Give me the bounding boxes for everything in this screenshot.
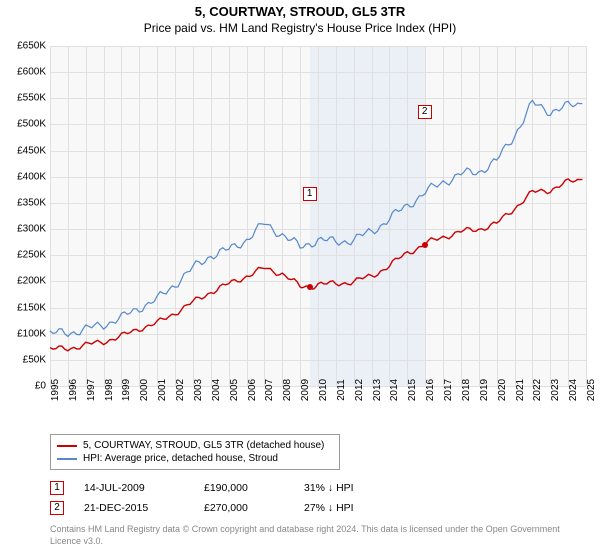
x-tick-label: 2015 — [407, 379, 418, 401]
x-tick-label: 1995 — [50, 379, 61, 401]
y-tick-label: £0 — [2, 381, 46, 392]
x-tick-label: 2005 — [229, 379, 240, 401]
x-tick-label: 2009 — [300, 379, 311, 401]
chart-subtitle: Price paid vs. HM Land Registry's House … — [0, 19, 600, 41]
y-tick-label: £100K — [2, 328, 46, 339]
legend: 5, COURTWAY, STROUD, GL5 3TR (detached h… — [50, 434, 340, 470]
x-tick-label: 2016 — [425, 379, 436, 401]
x-tick-label: 2025 — [586, 379, 597, 401]
x-tick-label: 2017 — [443, 379, 454, 401]
x-tick-label: 2007 — [264, 379, 275, 401]
x-tick-label: 2023 — [550, 379, 561, 401]
x-tick-label: 2014 — [389, 379, 400, 401]
sales-table: 1 14-JUL-2009 £190,000 31% ↓ HPI 2 21-DEC-201… — [50, 478, 586, 518]
attribution-text: Contains HM Land Registry data © Crown c… — [50, 524, 586, 547]
sale-row-marker: 2 — [50, 501, 64, 515]
x-tick-label: 2019 — [479, 379, 490, 401]
sale-marker-label: 1 — [303, 187, 317, 201]
y-tick-label: £650K — [2, 41, 46, 52]
y-tick-label: £600K — [2, 67, 46, 78]
sale-row-diff: 31% ↓ HPI — [304, 482, 394, 494]
y-tick-label: £350K — [2, 197, 46, 208]
legend-swatch — [57, 445, 77, 447]
series-hpi — [50, 100, 582, 336]
x-tick-label: 2011 — [336, 379, 347, 401]
y-tick-label: £450K — [2, 145, 46, 156]
sale-row-price: £270,000 — [204, 502, 284, 514]
y-tick-label: £50K — [2, 354, 46, 365]
x-tick-label: 2004 — [211, 379, 222, 401]
y-tick-label: £250K — [2, 250, 46, 261]
x-tick-label: 2020 — [497, 379, 508, 401]
chart-svg — [50, 46, 586, 386]
y-tick-label: £500K — [2, 119, 46, 130]
x-tick-label: 2021 — [515, 379, 526, 401]
chart-container: 5, COURTWAY, STROUD, GL5 3TR Price paid … — [0, 0, 600, 560]
sale-row-date: 21-DEC-2015 — [84, 502, 184, 514]
x-tick-label: 2012 — [354, 379, 365, 401]
legend-label: 5, COURTWAY, STROUD, GL5 3TR (detached h… — [83, 440, 324, 451]
series-price-paid — [50, 179, 582, 351]
y-tick-label: £150K — [2, 302, 46, 313]
chart-title: 5, COURTWAY, STROUD, GL5 3TR — [0, 0, 600, 19]
x-tick-label: 1997 — [86, 379, 97, 401]
x-tick-label: 2013 — [372, 379, 383, 401]
x-tick-label: 1998 — [104, 379, 115, 401]
x-tick-label: 2003 — [193, 379, 204, 401]
legend-swatch — [57, 458, 77, 460]
x-axis: 1995199619971998199920002001200220032004… — [50, 386, 586, 436]
gridline-vertical — [586, 46, 587, 386]
sale-row: 1 14-JUL-2009 £190,000 31% ↓ HPI — [50, 478, 586, 498]
x-tick-label: 1996 — [68, 379, 79, 401]
x-tick-label: 2022 — [532, 379, 543, 401]
x-tick-label: 2024 — [568, 379, 579, 401]
sale-row-marker: 1 — [50, 481, 64, 495]
legend-row: HPI: Average price, detached house, Stro… — [57, 452, 333, 465]
sale-marker-dot — [307, 284, 313, 290]
sale-row-diff: 27% ↓ HPI — [304, 502, 394, 514]
x-tick-label: 2006 — [247, 379, 258, 401]
y-tick-label: £550K — [2, 93, 46, 104]
y-tick-label: £400K — [2, 171, 46, 182]
x-tick-label: 2000 — [139, 379, 150, 401]
sale-marker-dot — [422, 242, 428, 248]
legend-row: 5, COURTWAY, STROUD, GL5 3TR (detached h… — [57, 439, 333, 452]
sale-row-date: 14-JUL-2009 — [84, 482, 184, 494]
y-tick-label: £200K — [2, 276, 46, 287]
x-tick-label: 2008 — [282, 379, 293, 401]
y-tick-label: £300K — [2, 224, 46, 235]
x-tick-label: 1999 — [121, 379, 132, 401]
x-tick-label: 2002 — [175, 379, 186, 401]
x-tick-label: 2010 — [318, 379, 329, 401]
sale-row-price: £190,000 — [204, 482, 284, 494]
legend-label: HPI: Average price, detached house, Stro… — [83, 453, 278, 464]
y-axis: £0£50K£100K£150K£200K£250K£300K£350K£400… — [0, 46, 50, 386]
plot-area: 12 — [50, 46, 586, 386]
x-tick-label: 2018 — [461, 379, 472, 401]
x-tick-label: 2001 — [157, 379, 168, 401]
sale-row: 2 21-DEC-2015 £270,000 27% ↓ HPI — [50, 498, 586, 518]
sale-marker-label: 2 — [418, 105, 432, 119]
